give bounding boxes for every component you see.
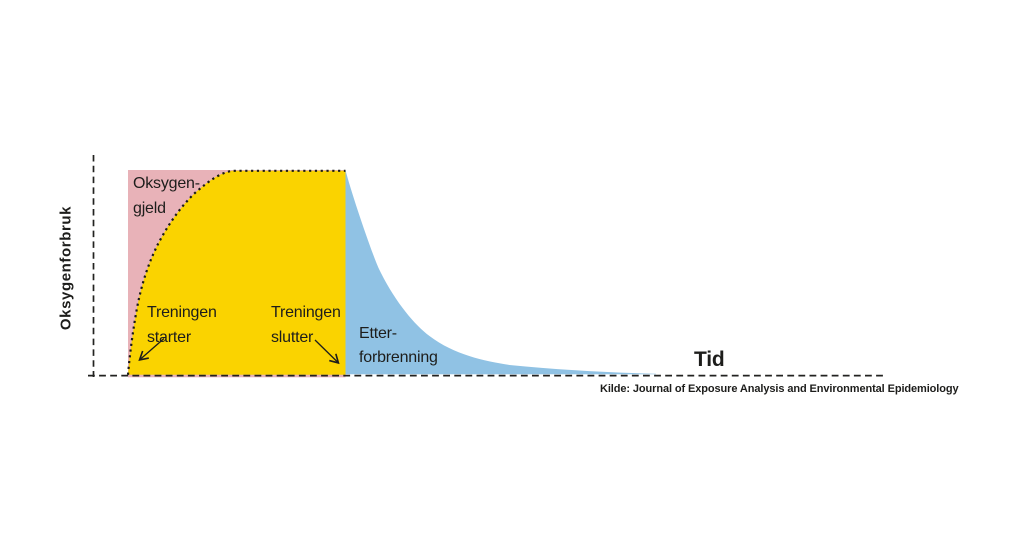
training-end-label: Treningen slutter <box>271 304 341 346</box>
oxygen-uptake-dotted-curve <box>126 169 346 375</box>
afterburn-label: Etter- forbrenning <box>359 325 438 366</box>
training-start-label: Treningen starter <box>147 304 217 346</box>
training-end-arrow <box>314 339 340 365</box>
training-area <box>128 170 346 375</box>
source-caption: Kilde: Journal of Exposure Analysis and … <box>600 383 959 395</box>
oxygen-debt-label: Oksygen- gjeld <box>133 175 200 217</box>
x-axis-label: Tid <box>694 348 725 371</box>
afterburn-area <box>345 170 656 375</box>
training-start-arrow <box>138 338 165 361</box>
y-axis-label: Oksygenforbruk <box>57 205 75 331</box>
